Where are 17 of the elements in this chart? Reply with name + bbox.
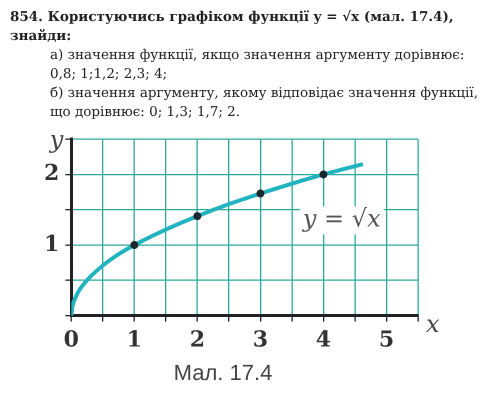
x-tick-label: 3 xyxy=(252,326,268,353)
point xyxy=(193,212,202,220)
x-tick-label: 1 xyxy=(126,326,142,353)
text: Мал. 17.4 xyxy=(172,360,274,386)
x-tick-label: 4 xyxy=(316,326,332,353)
point xyxy=(256,190,264,198)
point xyxy=(130,241,138,250)
x-tick-label: 2 xyxy=(190,326,206,353)
point xyxy=(319,170,328,178)
y-axis-title: y xyxy=(48,125,64,154)
text: а) значення функції, якщо значення аргументу дорівнює: 0,8; 1;1,2; 2,3; 4; xyxy=(49,46,466,84)
x-axis-title: x xyxy=(426,310,440,338)
x-tick-label: 0 xyxy=(64,326,79,353)
x-tick-label: 5 xyxy=(378,326,394,353)
annotation: y = √x xyxy=(302,204,382,233)
text: б) значення аргументу, якому відповідає значення функції, що дорівнює: 0; 1,3; 1,7; 2. xyxy=(49,84,479,122)
chart-title: 854. Користуючись графіком функції y = √x (мал. 17.4), знайди: xyxy=(10,8,455,46)
